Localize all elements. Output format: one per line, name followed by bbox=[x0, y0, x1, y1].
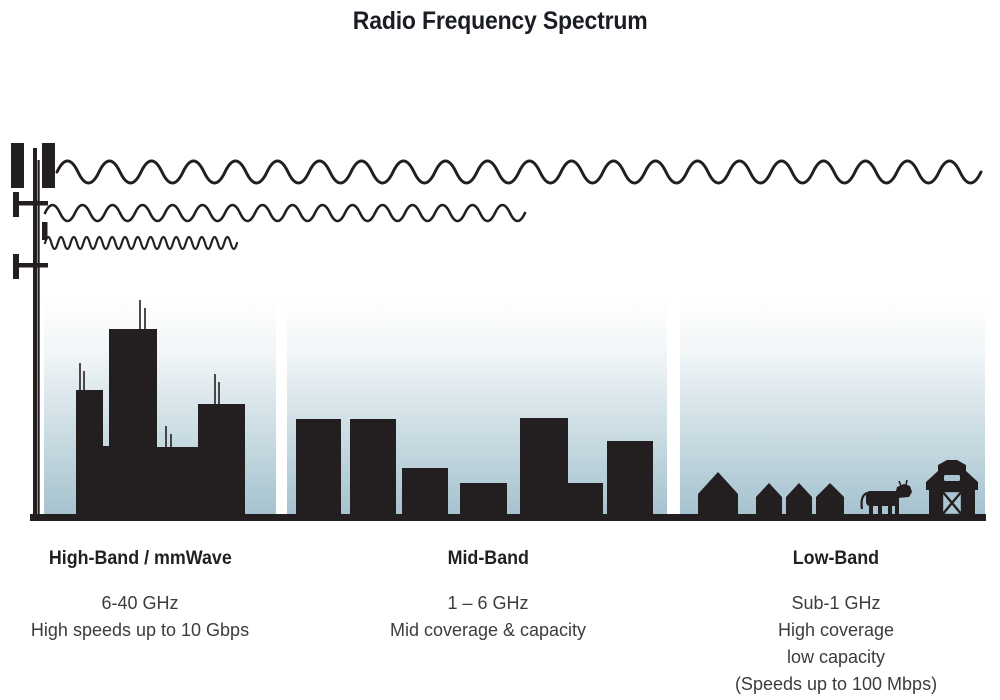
low-band-label-group: Low-Band Sub-1 GHz High coverage low cap… bbox=[696, 548, 976, 698]
mid-band-description: Mid coverage & capacity bbox=[389, 620, 587, 640]
barn-door bbox=[940, 489, 964, 517]
house-icon bbox=[786, 483, 812, 515]
small-antenna-1-icon bbox=[13, 192, 19, 217]
low-band-title: Low-Band bbox=[792, 548, 880, 569]
antenna-panel-right-icon bbox=[42, 143, 55, 188]
spectrum-illustration bbox=[11, 143, 986, 521]
high-band-details: 6-40 GHz High speeds up to 10 Gbps bbox=[15, 590, 265, 644]
house-icon bbox=[756, 483, 782, 515]
building bbox=[296, 419, 341, 518]
diagram-title: Radio Frequency Spectrum bbox=[352, 7, 648, 35]
tower-mast-line-2 bbox=[37, 160, 40, 514]
high-band-frequency: 6-40 GHz bbox=[101, 593, 179, 613]
mid-band-label-group: Mid-Band 1 – 6 GHz Mid coverage & capaci… bbox=[363, 548, 613, 644]
barn-window bbox=[944, 475, 960, 481]
high-band-wave bbox=[43, 235, 239, 251]
building bbox=[402, 468, 448, 518]
mid-band-details: 1 – 6 GHz Mid coverage & capacity bbox=[363, 590, 613, 644]
tower-crossbar-1 bbox=[13, 201, 48, 206]
skyscraper bbox=[157, 447, 198, 518]
rooftop-antennas bbox=[79, 300, 220, 449]
skyscraper bbox=[103, 446, 110, 518]
cow-icon bbox=[860, 479, 912, 516]
mid-band-skyline bbox=[296, 418, 653, 518]
low-band-wave bbox=[55, 159, 983, 185]
building bbox=[607, 441, 653, 518]
high-band-description: High speeds up to 10 Gbps bbox=[30, 620, 250, 640]
mid-band-frequency: 1 – 6 GHz bbox=[447, 593, 529, 613]
ground-line bbox=[30, 514, 986, 521]
house-icon bbox=[816, 483, 844, 515]
tower-crossbar-2 bbox=[13, 263, 48, 268]
high-band-skyline bbox=[76, 300, 245, 518]
low-band-details: Sub-1 GHz High coverage low capacity (Sp… bbox=[696, 590, 976, 698]
mid-band-wave bbox=[43, 203, 527, 223]
low-band-coverage: High coverage bbox=[777, 620, 895, 640]
high-band-label-group: High-Band / mmWave 6-40 GHz High speeds … bbox=[15, 548, 265, 644]
antenna-panel-left-icon bbox=[11, 143, 24, 188]
building bbox=[350, 419, 396, 518]
cell-tower bbox=[11, 143, 55, 514]
high-band-title: High-Band / mmWave bbox=[48, 548, 232, 569]
small-antenna-2-icon bbox=[42, 222, 48, 240]
small-antenna-3-icon bbox=[13, 254, 19, 279]
low-band-frequency: Sub-1 GHz bbox=[791, 593, 881, 613]
building bbox=[568, 483, 603, 518]
low-band-capacity: low capacity bbox=[786, 647, 886, 667]
skyscraper bbox=[76, 390, 103, 518]
low-band-scene bbox=[698, 460, 978, 517]
building bbox=[520, 418, 568, 518]
tower-mast bbox=[33, 148, 37, 514]
barn-icon bbox=[926, 460, 978, 517]
mid-band-title: Mid-Band bbox=[447, 548, 529, 569]
skyscraper bbox=[109, 329, 157, 518]
building bbox=[460, 483, 507, 518]
waves-group bbox=[43, 159, 983, 251]
house-icon bbox=[698, 472, 738, 515]
skyscraper bbox=[198, 404, 245, 518]
low-band-speed: (Speeds up to 100 Mbps) bbox=[734, 674, 938, 694]
